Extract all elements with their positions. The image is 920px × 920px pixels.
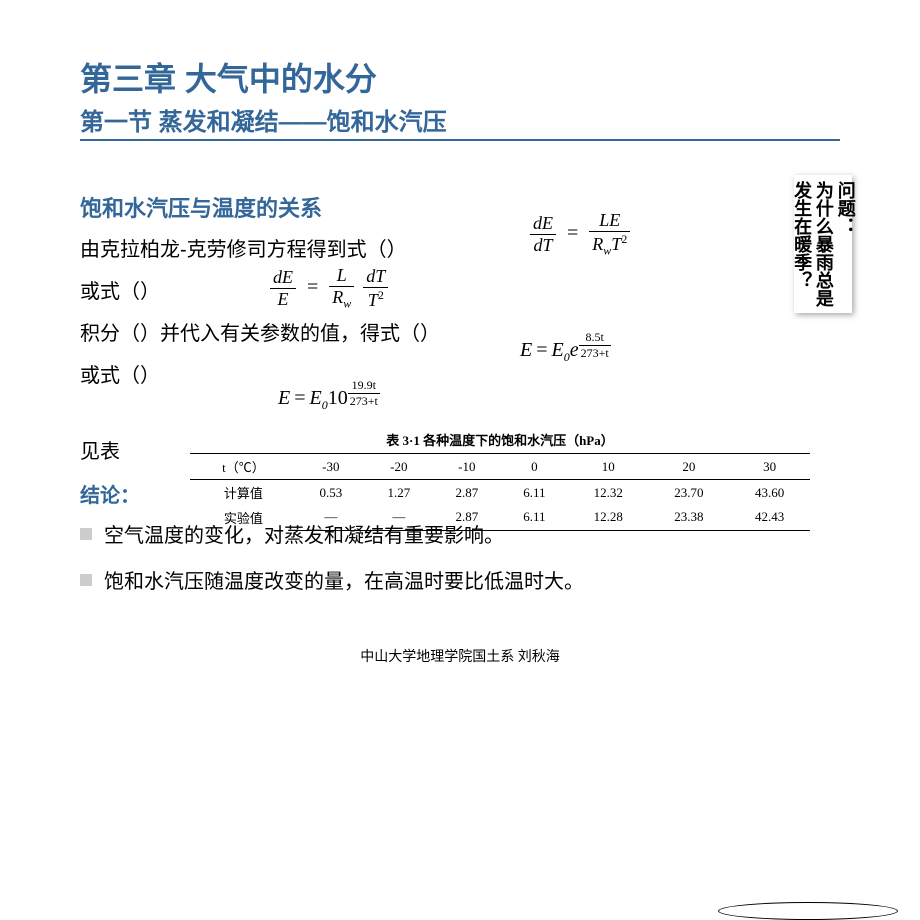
- temp-col: 10: [568, 454, 649, 480]
- question-line-1: 问题：: [835, 181, 855, 307]
- chapter-title: 第三章 大气中的水分: [80, 60, 840, 98]
- cell: —: [297, 505, 365, 530]
- equation-4: E=E01019.9t273+t: [278, 378, 380, 413]
- line-1: 由克拉柏龙-克劳修司方程得到式（）: [80, 235, 500, 265]
- cell: 12.28: [568, 505, 649, 530]
- cell: 23.70: [649, 480, 730, 506]
- saturation-table: 表 3·1 各种温度下的饱和水汽压（hPa） t（℃） -30 -20 -10 …: [190, 430, 810, 531]
- cell: 1.27: [365, 480, 433, 506]
- temp-col: -20: [365, 454, 433, 480]
- table-header-row: t（℃） -30 -20 -10 0 10 20 30: [190, 454, 810, 480]
- cell: 43.60: [729, 480, 810, 506]
- footer-credit: 中山大学地理学院国土系 刘秋海: [0, 646, 920, 666]
- header-label: t（℃）: [190, 454, 297, 480]
- table-row: 计算值 0.53 1.27 2.87 6.11 12.32 23.70 43.6…: [190, 480, 810, 506]
- equation-1: dEdT = LERwT2: [530, 210, 630, 259]
- row-label: 计算值: [190, 480, 297, 506]
- cell: 6.11: [501, 505, 568, 530]
- data-table: t（℃） -30 -20 -10 0 10 20 30 计算值 0.53 1.2…: [190, 453, 810, 531]
- question-callout: 问题： 为什么暴雨总是 发生在暖季？: [794, 175, 852, 313]
- temp-col: 20: [649, 454, 730, 480]
- cell: 42.43: [729, 505, 810, 530]
- subheading: 饱和水汽压与温度的关系: [80, 191, 500, 223]
- temp-col: 0: [501, 454, 568, 480]
- cell: —: [365, 505, 433, 530]
- row-label: 实验值: [190, 505, 297, 530]
- bullet-icon: [80, 574, 92, 586]
- temp-col: 30: [729, 454, 810, 480]
- section-title: 第一节 蒸发和凝结——饱和水汽压: [80, 102, 840, 141]
- temp-col: -30: [297, 454, 365, 480]
- question-line-3: 发生在暖季？: [791, 181, 811, 307]
- equation-3: E=E0e8.5t273+t: [520, 330, 611, 365]
- cell: 23.38: [649, 505, 730, 530]
- cell: 0.53: [297, 480, 365, 506]
- cell: 12.32: [568, 480, 649, 506]
- table-caption: 表 3·1 各种温度下的饱和水汽压（hPa）: [190, 430, 810, 449]
- bullet-text: 饱和水汽压随温度改变的量，在高温时要比低温时大。: [104, 566, 584, 598]
- highlight-oval: [718, 902, 898, 920]
- cell: 2.87: [433, 505, 501, 530]
- equation-2: dEE = LRw dTT2: [270, 265, 388, 312]
- bullet-item: 饱和水汽压随温度改变的量，在高温时要比低温时大。: [80, 566, 840, 598]
- question-line-2: 为什么暴雨总是: [813, 181, 833, 307]
- bullet-icon: [80, 528, 92, 540]
- line-3: 积分（）并代入有关参数的值，得式（）: [80, 319, 500, 349]
- temp-col: -10: [433, 454, 501, 480]
- cell: 6.11: [501, 480, 568, 506]
- table-row: 实验值 — — 2.87 6.11 12.28 23.38 42.43: [190, 505, 810, 530]
- cell: 2.87: [433, 480, 501, 506]
